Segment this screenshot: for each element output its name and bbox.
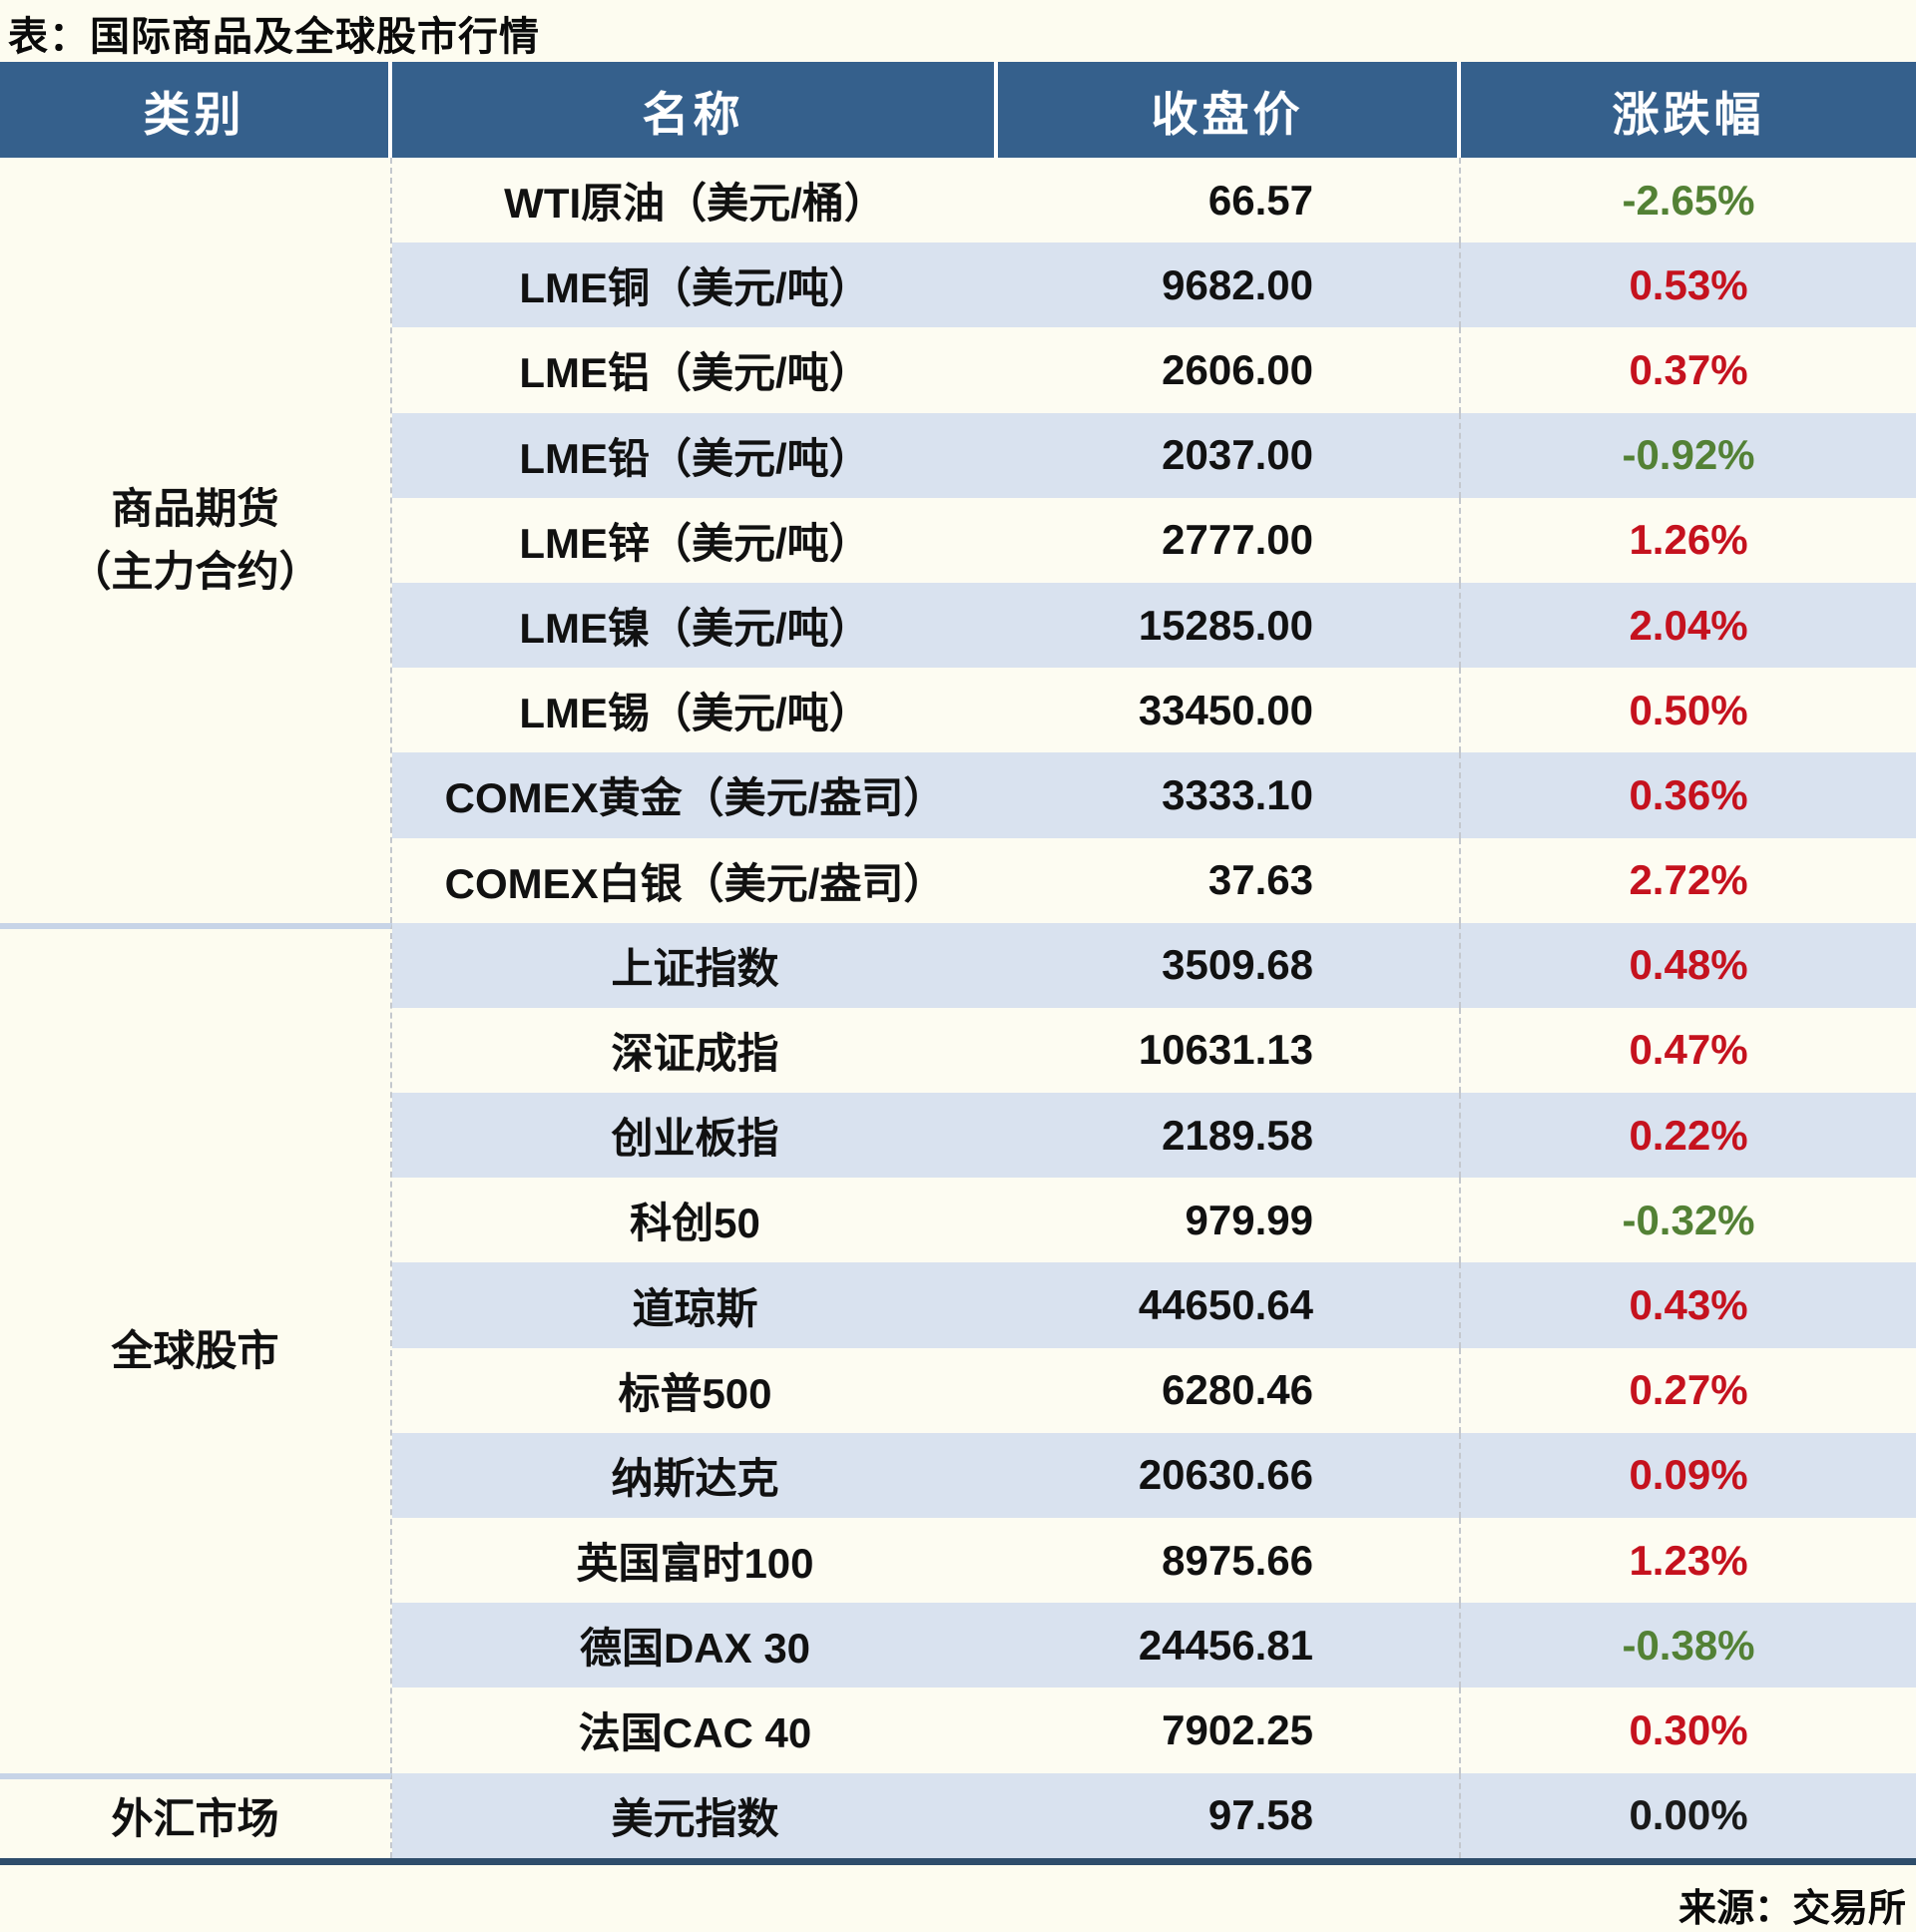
close-price-cell: 10631.13 [998,1007,1461,1094]
name-cell: 上证指数 [392,922,998,1008]
change-pct-cell: 0.43% [1461,1262,1916,1348]
name-cell: 纳斯达克 [392,1432,998,1518]
change-pct-cell: 0.53% [1461,242,1916,328]
close-price-cell: 15285.00 [998,582,1461,669]
change-pct-cell: 1.26% [1461,497,1916,583]
name-cell: LME锌（美元/吨） [392,497,998,583]
change-pct-cell: 0.22% [1461,1093,1916,1179]
change-pct-cell: 1.23% [1461,1518,1916,1604]
category-line: 外汇市场 [111,1794,279,1842]
change-pct-cell: -2.65% [1461,158,1916,243]
close-price-cell: 44650.64 [998,1262,1461,1348]
category-line: （主力合约） [69,548,321,596]
close-price-cell: 97.58 [998,1772,1461,1858]
name-cell: 创业板指 [392,1093,998,1179]
close-price-cell: 2189.58 [998,1093,1461,1179]
name-cell: LME铜（美元/吨） [392,242,998,328]
change-pct-cell: 0.27% [1461,1347,1916,1433]
close-price-cell: 20630.66 [998,1432,1461,1518]
source-note: 来源：交易所 [1677,1888,1906,1930]
name-cell: COMEX白银（美元/盎司） [392,837,998,923]
close-price-cell: 7902.25 [998,1688,1461,1773]
category-cell: 商品期货 （主力合约） [0,158,392,923]
close-price-cell: 37.63 [998,837,1461,923]
close-price-cell: 6280.46 [998,1347,1461,1433]
change-pct-cell: 0.36% [1461,752,1916,838]
name-cell: COMEX黄金（美元/盎司） [392,752,998,838]
header-cell-category: 类别 [0,62,392,158]
close-price-cell: 2777.00 [998,497,1461,583]
name-cell: 德国DAX 30 [392,1603,998,1689]
change-pct-cell: 0.09% [1461,1432,1916,1518]
close-price-cell: 24456.81 [998,1603,1461,1689]
close-price-cell: 2037.00 [998,412,1461,498]
close-price-cell: 3333.10 [998,752,1461,838]
header-cell-close: 收盘价 [998,62,1461,158]
change-pct-cell: -0.92% [1461,412,1916,498]
change-pct-cell: 0.30% [1461,1688,1916,1773]
header-cell-change: 涨跌幅 [1461,62,1916,158]
category-line: 全球股市 [111,1327,279,1375]
name-cell: 科创50 [392,1178,998,1263]
page-title: 表：国际商品及全球股市行情 [8,15,540,59]
header-cell-name: 名称 [392,62,998,158]
change-pct-cell: 0.47% [1461,1007,1916,1094]
close-price-cell: 2606.00 [998,327,1461,413]
name-cell: 道琼斯 [392,1262,998,1348]
category-cell: 全球股市 [0,922,392,1773]
close-price-cell: 9682.00 [998,242,1461,328]
name-cell: 深证成指 [392,1007,998,1094]
close-price-cell: 8975.66 [998,1518,1461,1604]
name-cell: WTI原油（美元/桶） [392,158,998,243]
category-line: 商品期货 [111,485,279,533]
change-pct-cell: -0.38% [1461,1603,1916,1689]
name-cell: 英国富时100 [392,1518,998,1604]
close-price-cell: 979.99 [998,1178,1461,1263]
change-pct-cell: 0.48% [1461,922,1916,1008]
change-pct-cell: 2.72% [1461,837,1916,923]
close-price-cell: 66.57 [998,158,1461,243]
name-cell: LME铝（美元/吨） [392,327,998,413]
change-pct-cell: 2.04% [1461,582,1916,669]
market-table: 类别 名称 收盘价 涨跌幅 商品期货 （主力合约） WTI原油（美元/桶） 66.57… [0,62,1916,1865]
close-price-cell: 3509.68 [998,922,1461,1008]
name-cell: LME锡（美元/吨） [392,668,998,753]
change-pct-cell: 0.00% [1461,1772,1916,1858]
name-cell: LME铅（美元/吨） [392,412,998,498]
category-cell: 外汇市场 [0,1772,392,1858]
name-cell: LME镍（美元/吨） [392,582,998,669]
change-pct-cell: 0.37% [1461,327,1916,413]
name-cell: 美元指数 [392,1772,998,1858]
change-pct-cell: -0.32% [1461,1178,1916,1263]
name-cell: 标普500 [392,1347,998,1433]
change-pct-cell: 0.50% [1461,668,1916,753]
name-cell: 法国CAC 40 [392,1688,998,1773]
close-price-cell: 33450.00 [998,668,1461,753]
